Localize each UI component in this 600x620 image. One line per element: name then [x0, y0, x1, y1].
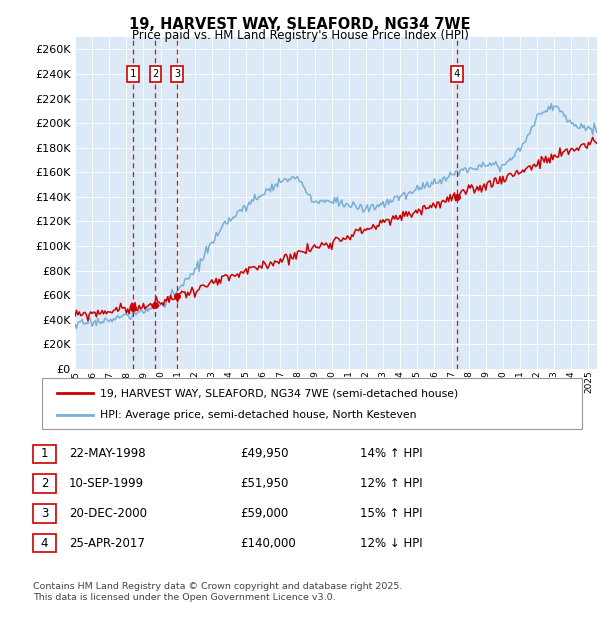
Text: £51,950: £51,950	[240, 477, 289, 490]
Text: 19, HARVEST WAY, SLEAFORD, NG34 7WE: 19, HARVEST WAY, SLEAFORD, NG34 7WE	[129, 17, 471, 32]
Text: 1: 1	[130, 69, 136, 79]
Text: 15% ↑ HPI: 15% ↑ HPI	[360, 507, 422, 520]
Text: 3: 3	[174, 69, 181, 79]
Text: 14% ↑ HPI: 14% ↑ HPI	[360, 448, 422, 460]
Text: 10-SEP-1999: 10-SEP-1999	[69, 477, 144, 490]
Text: 2: 2	[41, 477, 48, 490]
Text: 1: 1	[41, 448, 48, 460]
Text: 4: 4	[41, 537, 48, 549]
Text: 12% ↓ HPI: 12% ↓ HPI	[360, 537, 422, 549]
Text: £59,000: £59,000	[240, 507, 288, 520]
Text: 20-DEC-2000: 20-DEC-2000	[69, 507, 147, 520]
Text: 3: 3	[41, 507, 48, 520]
Text: Price paid vs. HM Land Registry's House Price Index (HPI): Price paid vs. HM Land Registry's House …	[131, 29, 469, 42]
Text: 4: 4	[454, 69, 460, 79]
Text: 25-APR-2017: 25-APR-2017	[69, 537, 145, 549]
Text: £140,000: £140,000	[240, 537, 296, 549]
Text: 2: 2	[152, 69, 158, 79]
Text: HPI: Average price, semi-detached house, North Kesteven: HPI: Average price, semi-detached house,…	[100, 410, 417, 420]
Text: 22-MAY-1998: 22-MAY-1998	[69, 448, 146, 460]
Text: 12% ↑ HPI: 12% ↑ HPI	[360, 477, 422, 490]
Text: Contains HM Land Registry data © Crown copyright and database right 2025.
This d: Contains HM Land Registry data © Crown c…	[33, 582, 403, 603]
Text: £49,950: £49,950	[240, 448, 289, 460]
Text: 19, HARVEST WAY, SLEAFORD, NG34 7WE (semi-detached house): 19, HARVEST WAY, SLEAFORD, NG34 7WE (sem…	[100, 389, 458, 399]
